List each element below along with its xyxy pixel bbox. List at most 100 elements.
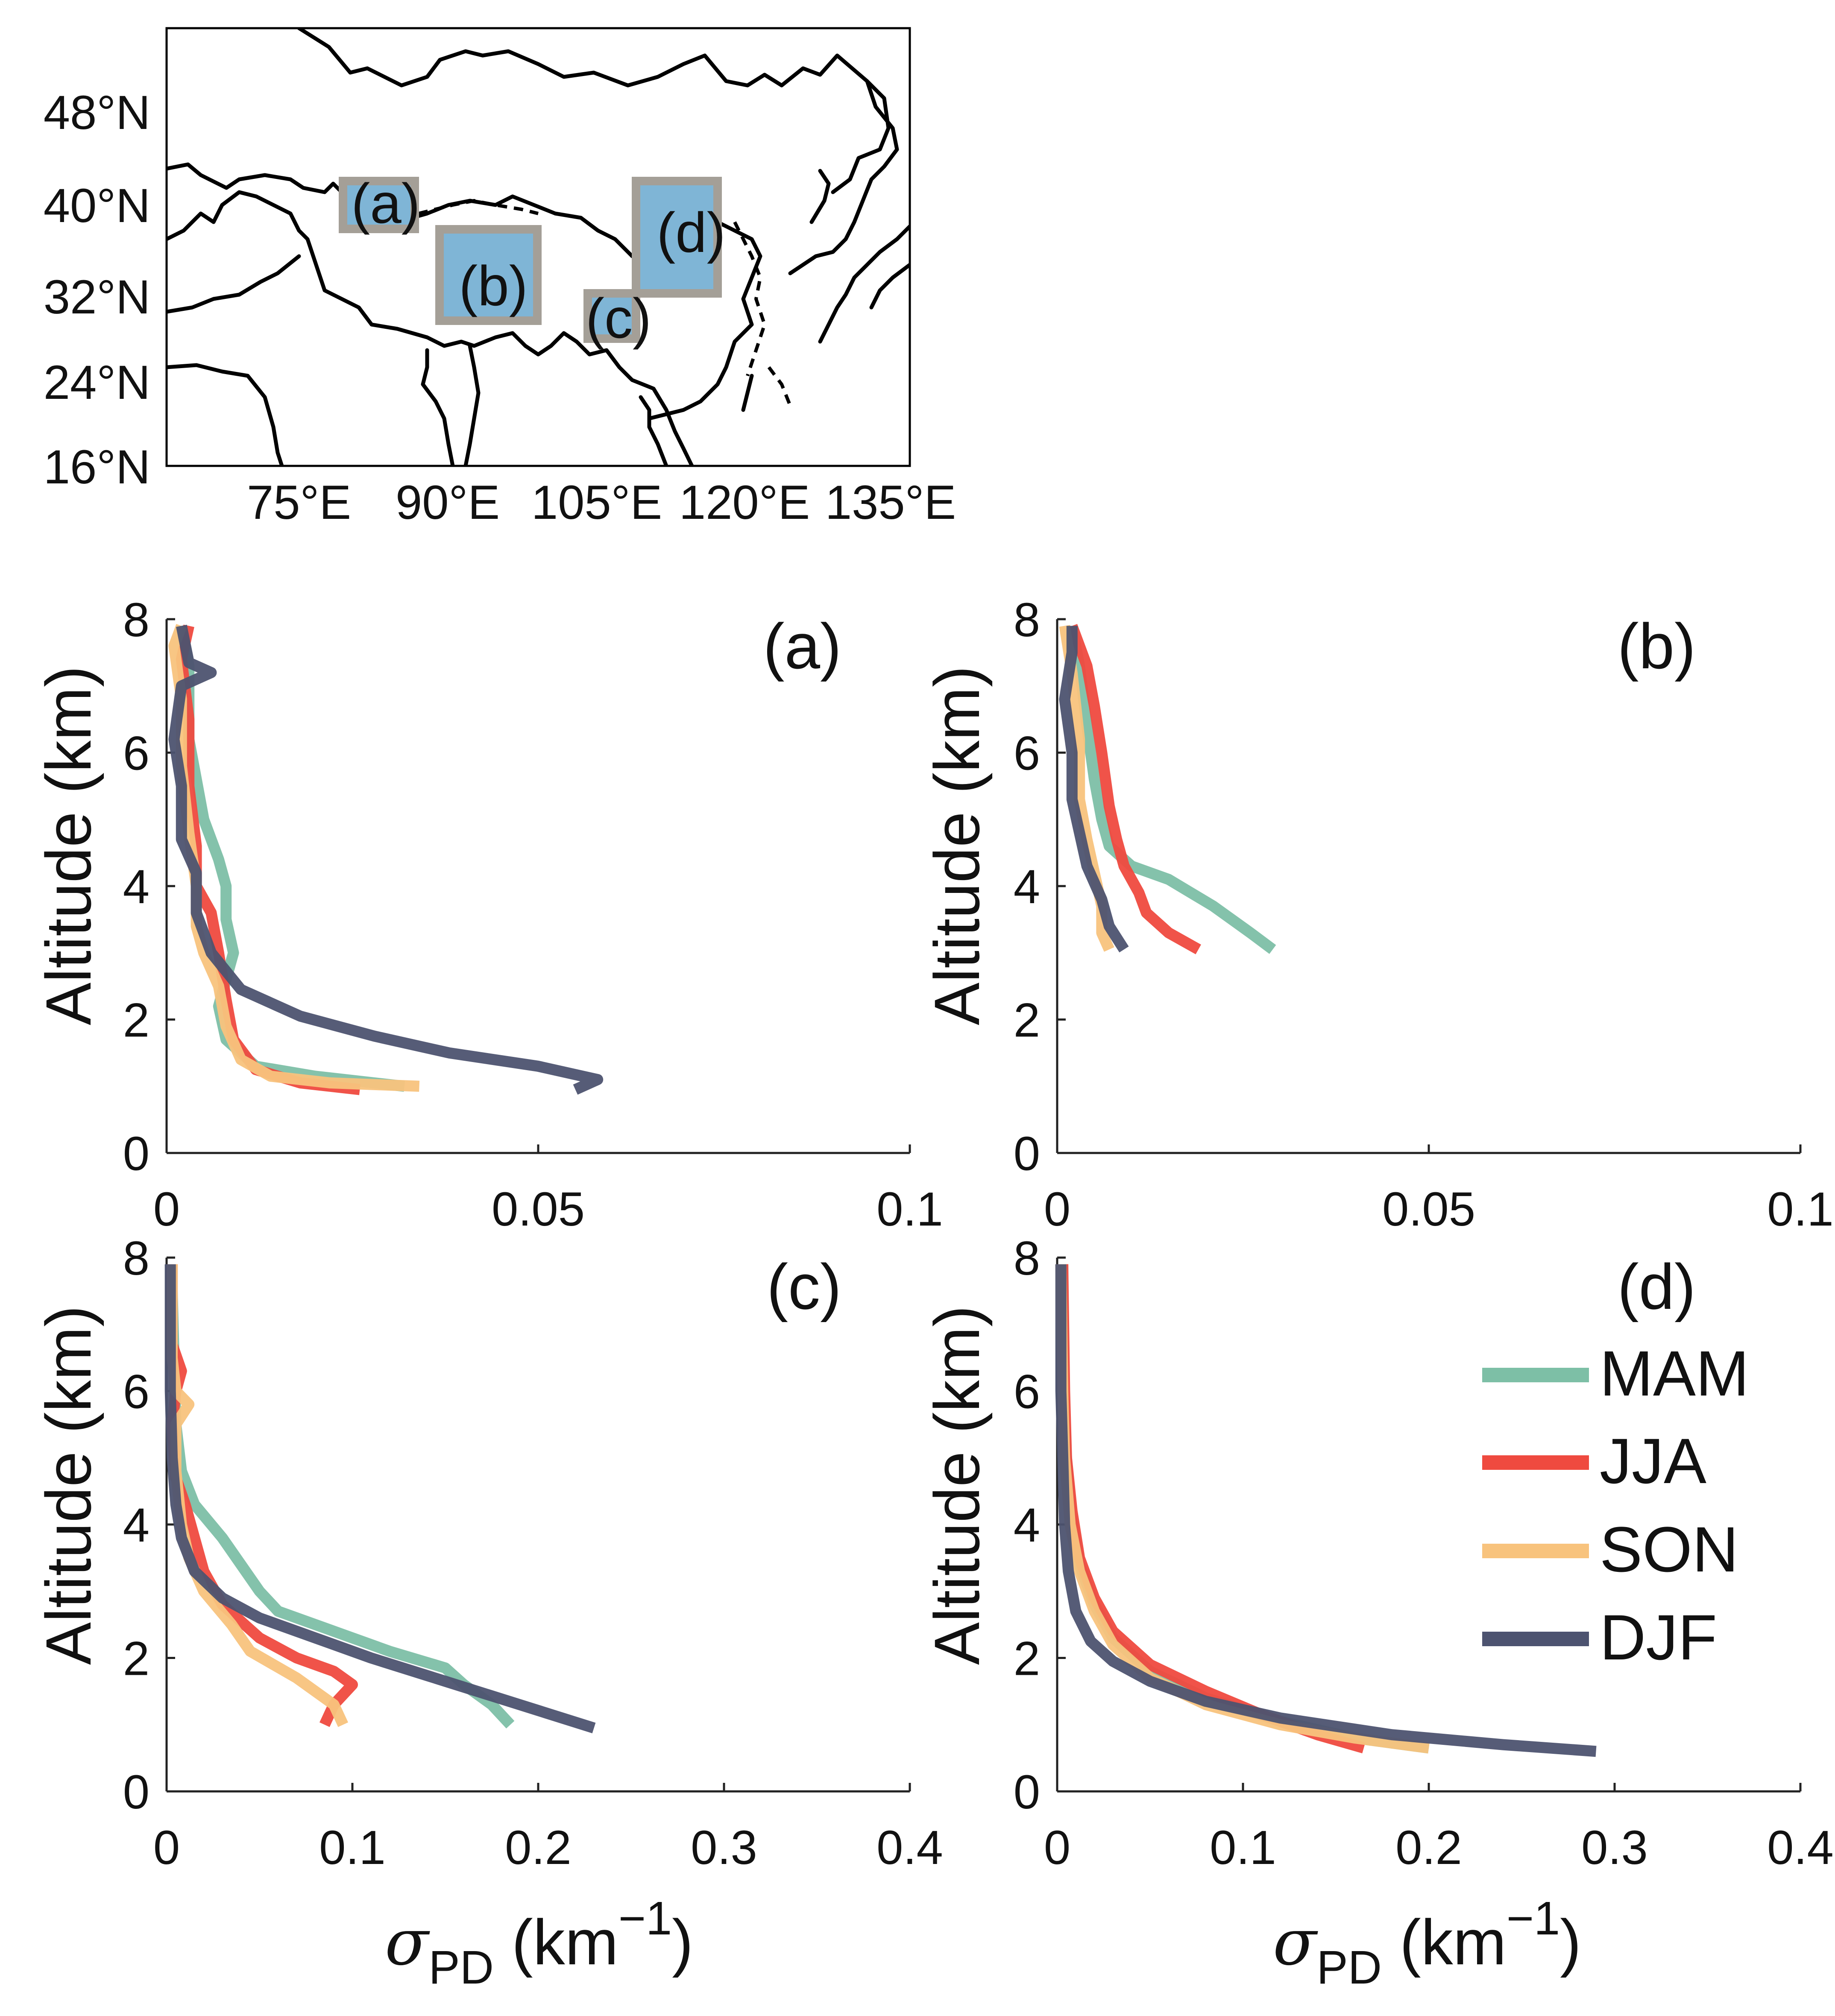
x-tick-label: 0.05 (492, 1182, 585, 1236)
x-tick-label: 0.1 (319, 1821, 386, 1874)
x-tick-label: 0 (153, 1182, 180, 1236)
region-b-box (435, 225, 542, 325)
series-line-jja (1057, 1264, 1366, 1753)
legend-label-jja: JJA (1600, 1425, 1706, 1497)
panel-d: 0 2 4 6 8 0 0.1 0.2 0.3 0.4 (d) (1014, 1232, 1834, 1874)
map-dashed-coastline (418, 199, 792, 407)
panel-label-d: (d) (1618, 1251, 1696, 1323)
region-d-label: (d) (657, 201, 725, 264)
map-frame (165, 27, 911, 467)
x-axis-unit-open: (km (494, 1906, 619, 1978)
x-axis-unit-close: ) (672, 1906, 693, 1978)
x-tick-label: 0.3 (1581, 1821, 1648, 1874)
lat-label-24: 24°N (44, 356, 150, 409)
x-tick-label: 0.4 (876, 1821, 943, 1874)
series-line-son (167, 1264, 349, 1727)
series-line-mam (1057, 1264, 1430, 1754)
legend-label-mam: MAM (1600, 1337, 1749, 1409)
y-tick-label: 6 (1014, 727, 1040, 780)
y-tick-label: 4 (1014, 1498, 1040, 1552)
y-tick-label: 0 (123, 1127, 149, 1180)
region-a-label: (a) (351, 172, 420, 235)
x-tick-label: 0 (1044, 1182, 1070, 1236)
series-line-mam (167, 1264, 515, 1729)
y-tick-label: 2 (123, 994, 149, 1047)
y-tick-label: 6 (1014, 1365, 1040, 1419)
series-line-son (1059, 625, 1114, 952)
y-tick-label: 8 (123, 1232, 149, 1285)
region-a-box (339, 177, 419, 233)
y-axis-label-a: Altitude (km) (32, 666, 104, 1025)
series-line-mam (1067, 625, 1276, 954)
series-line-djf (164, 1264, 596, 1734)
x-axis-label-d: σPD (km−1) (1273, 1892, 1581, 1994)
panel-label-c: (c) (767, 1251, 841, 1323)
series-line-djf (1055, 1264, 1597, 1757)
lon-label-90: 90°E (396, 476, 500, 529)
x-tick-label: 0.2 (505, 1821, 572, 1874)
legend: MAM JJA SON DJF (1482, 1337, 1749, 1673)
panel-b: 0 2 4 6 8 0 0.05 0.1 (b) (1014, 593, 1834, 1236)
x-tick-label: 0 (153, 1821, 180, 1874)
map-lon-labels: 75°E 90°E 105°E 120°E 135°E (247, 476, 956, 529)
lon-label-135: 135°E (825, 476, 956, 529)
map-panel: (a) (b) (c) (d) 48°N 40°N 32°N 24°N 16°N… (44, 27, 956, 529)
y-tick-label: 0 (1014, 1765, 1040, 1819)
y-tick-label: 2 (123, 1632, 149, 1685)
x-tick-label: 0.2 (1395, 1821, 1462, 1874)
lat-label-48: 48°N (44, 86, 150, 139)
x-axis-superscript: −1 (619, 1892, 672, 1945)
map-regions: (a) (b) (c) (d) (339, 172, 726, 350)
y-tick-label: 6 (123, 727, 149, 780)
x-tick-label: 0.3 (691, 1821, 757, 1874)
x-axis-label-c: σPD (km−1) (385, 1892, 693, 1994)
region-c-box (583, 289, 640, 343)
y-tick-label: 0 (1014, 1127, 1040, 1180)
x-tick-label: 0 (1044, 1821, 1070, 1874)
x-axis-symbol: σ (1273, 1905, 1318, 1980)
lon-label-75: 75°E (247, 476, 351, 529)
y-tick-label: 2 (1014, 994, 1040, 1047)
x-axis-symbol: σ (385, 1905, 430, 1980)
map-lat-labels: 48°N 40°N 32°N 24°N 16°N (44, 86, 150, 494)
y-tick-label: 6 (123, 1365, 149, 1419)
x-axis-unit-open: (km (1382, 1906, 1507, 1978)
series-line-jja (1067, 624, 1201, 954)
panel-label-a: (a) (763, 610, 841, 682)
x-axis-unit-close: ) (1560, 1906, 1581, 1978)
x-axis-superscript: −1 (1507, 1892, 1560, 1945)
y-tick-label: 2 (1014, 1632, 1040, 1685)
region-c-label: (c) (586, 287, 651, 350)
x-tick-label: 0.1 (876, 1182, 943, 1236)
y-tick-label: 0 (123, 1765, 149, 1819)
lat-label-40: 40°N (44, 179, 150, 232)
panel-label-b: (b) (1618, 610, 1696, 682)
series-line-son (1055, 1264, 1430, 1754)
y-tick-label: 8 (123, 593, 149, 647)
y-axis-label-c: Altitude (km) (32, 1305, 104, 1665)
series-line-djf (1059, 626, 1129, 953)
panel-a: 0 2 4 6 8 0 0.05 0.1 (a) (123, 593, 943, 1236)
y-tick-label: 8 (1014, 1232, 1040, 1285)
y-tick-label: 4 (1014, 860, 1040, 913)
x-tick-label: 0.05 (1382, 1182, 1475, 1236)
lon-label-105: 105°E (531, 476, 662, 529)
y-axis-label-d: Altitude (km) (921, 1305, 993, 1665)
x-axis-subscript: PD (428, 1941, 494, 1994)
y-tick-label: 4 (123, 860, 149, 913)
lat-label-32: 32°N (44, 270, 150, 324)
x-axis-subscript: PD (1316, 1941, 1382, 1994)
y-axis-label-b: Altitude (km) (921, 666, 993, 1025)
x-tick-label: 0.1 (1210, 1821, 1276, 1874)
series-line-djf (168, 625, 604, 1095)
legend-label-djf: DJF (1600, 1601, 1717, 1673)
lat-label-16: 16°N (44, 440, 150, 494)
region-b-label: (b) (459, 255, 528, 317)
x-tick-label: 0.1 (1767, 1182, 1834, 1236)
x-tick-label: 0.4 (1767, 1821, 1834, 1874)
lon-label-120: 120°E (679, 476, 810, 529)
region-d-box (632, 177, 722, 298)
legend-label-son: SON (1600, 1513, 1738, 1585)
y-tick-label: 8 (1014, 593, 1040, 647)
